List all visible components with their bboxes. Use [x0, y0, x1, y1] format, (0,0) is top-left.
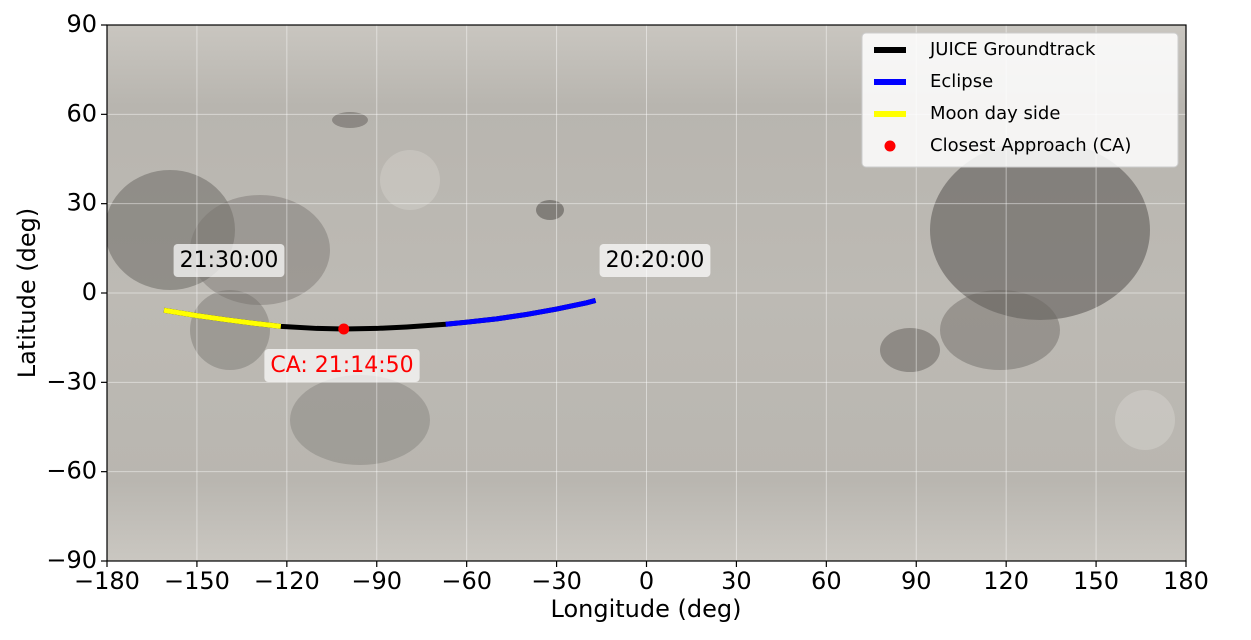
x-tick-label: −180	[74, 567, 140, 595]
annotation: CA: 21:14:50	[264, 349, 420, 382]
mare	[190, 290, 270, 370]
legend-label: Moon day side	[930, 103, 1060, 124]
x-tick-label: −30	[531, 567, 582, 595]
x-axis-label: Longitude (deg)	[551, 595, 742, 623]
y-tick-label: −30	[46, 367, 97, 395]
x-tick-label: 180	[1163, 567, 1209, 595]
annotation-box	[173, 244, 285, 277]
annotation-box	[599, 244, 711, 277]
y-tick-label: −60	[46, 457, 97, 485]
x-tick-label: −120	[254, 567, 320, 595]
x-tick-label: 150	[1073, 567, 1119, 595]
annotation: 20:20:00	[599, 244, 711, 277]
legend-label: Eclipse	[930, 71, 993, 92]
annotation-box	[264, 349, 420, 382]
annotation-text: CA: 21:14:50	[270, 353, 413, 378]
x-tick-label: −150	[164, 567, 230, 595]
series-line	[163, 307, 282, 329]
legend-box	[861, 32, 1179, 168]
y-tick-label: −90	[46, 546, 97, 574]
closest-approach-point	[338, 323, 350, 335]
y-tick-label: 30	[66, 189, 97, 217]
legend: JUICE Groundtrack Eclipse Moon day side Clo…	[861, 32, 1179, 168]
crater	[332, 112, 368, 128]
legend-label: Closest Approach (CA)	[930, 135, 1131, 156]
crater-rays	[380, 150, 440, 210]
x-tick-label: −60	[441, 567, 492, 595]
annotation: 21:30:00	[173, 244, 285, 277]
x-tick-label: 60	[811, 567, 842, 595]
x-tick-label: 0	[639, 567, 654, 595]
mare	[290, 375, 430, 465]
series-line	[445, 298, 597, 327]
y-axis-label: Latitude (deg)	[13, 208, 41, 378]
mare	[940, 290, 1060, 370]
annotation-text: 20:20:00	[606, 248, 705, 273]
crater-rays	[1115, 390, 1175, 450]
mare	[930, 140, 1150, 320]
annotation-text: 21:30:00	[180, 248, 279, 273]
crater	[536, 200, 564, 220]
x-tick-label: −90	[351, 567, 402, 595]
x-tick-label: 30	[721, 567, 752, 595]
mare	[880, 328, 940, 372]
data-layer	[163, 298, 597, 335]
legend-label: JUICE Groundtrack	[929, 39, 1096, 60]
y-tick-label: 90	[66, 10, 97, 38]
legend-swatch	[884, 140, 896, 152]
y-tick-label: 0	[82, 278, 97, 306]
y-tick-label: 60	[66, 99, 97, 127]
x-tick-label: 90	[901, 567, 932, 595]
x-tick-label: 120	[983, 567, 1029, 595]
